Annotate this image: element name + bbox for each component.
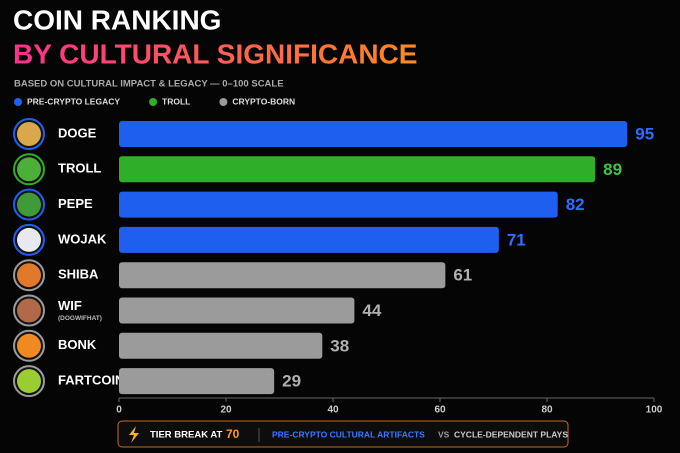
x-tick-label: 60: [434, 405, 446, 416]
annotation-left: PRE-CRYPTO CULTURAL ARTIFACTS: [272, 429, 425, 439]
bar: [119, 297, 355, 324]
x-tick-label: 20: [220, 405, 232, 416]
category-label: WOJAK: [58, 231, 107, 246]
legend-label: PRE-CRYPTO LEGACY: [27, 96, 120, 106]
coin-icon: [17, 122, 41, 146]
coin-icon: [17, 298, 41, 323]
x-tick-label: 40: [327, 405, 339, 416]
legend-swatch: [219, 98, 228, 106]
value-label: 71: [507, 230, 526, 249]
annotation-label: TIER BREAK AT: [150, 430, 223, 441]
coin-icon: [17, 369, 41, 394]
x-tick-label: 0: [116, 405, 122, 416]
category-label: WIF: [58, 298, 82, 313]
legend-swatch: [149, 98, 158, 106]
annotation-right: CYCLE-DEPENDENT PLAYS: [454, 429, 568, 439]
bar: [119, 368, 275, 395]
legend-label: TROLL: [162, 96, 190, 106]
value-label: 29: [282, 372, 301, 391]
annotation-vs: VS: [438, 429, 450, 439]
category-label: TROLL: [58, 161, 101, 176]
bar: [119, 191, 558, 218]
coin-icon: [17, 333, 41, 358]
annotation-box: [117, 420, 569, 448]
bar: [119, 121, 628, 147]
legend-label: CRYPTO-BORN: [232, 96, 295, 106]
bar: [119, 262, 446, 289]
bar: [119, 332, 323, 359]
bolt-icon: [129, 426, 139, 443]
category-note: (DOGWIFHAT): [58, 315, 102, 322]
value-label: 44: [362, 301, 381, 320]
chart-title-line2: BY CULTURAL SIGNIFICANCE: [13, 38, 417, 69]
category-label: FARTCOIN: [58, 373, 124, 388]
subtitle: BASED ON CULTURAL IMPACT & LEGACY — 0–10…: [14, 79, 284, 90]
value-label: 38: [330, 336, 349, 355]
x-tick-label: 80: [541, 405, 553, 416]
coin-icon: [17, 227, 41, 252]
chart-title: COIN RANKING: [13, 4, 221, 35]
category-label: BONK: [58, 337, 97, 352]
annotation-value: 70: [226, 427, 240, 441]
value-label: 61: [453, 266, 472, 285]
value-label: 95: [635, 124, 654, 143]
category-label: SHIBA: [58, 267, 99, 282]
value-label: 89: [603, 160, 622, 179]
category-label: PEPE: [58, 196, 93, 211]
coin-icon: [17, 263, 41, 288]
x-tick-label: 100: [646, 405, 663, 416]
coin-icon: [17, 157, 41, 182]
category-label: DOGE: [58, 125, 97, 140]
legend-swatch: [14, 98, 22, 106]
value-label: 82: [566, 195, 585, 214]
coin-icon: [17, 192, 41, 217]
bar: [119, 156, 596, 183]
bar: [119, 226, 499, 253]
